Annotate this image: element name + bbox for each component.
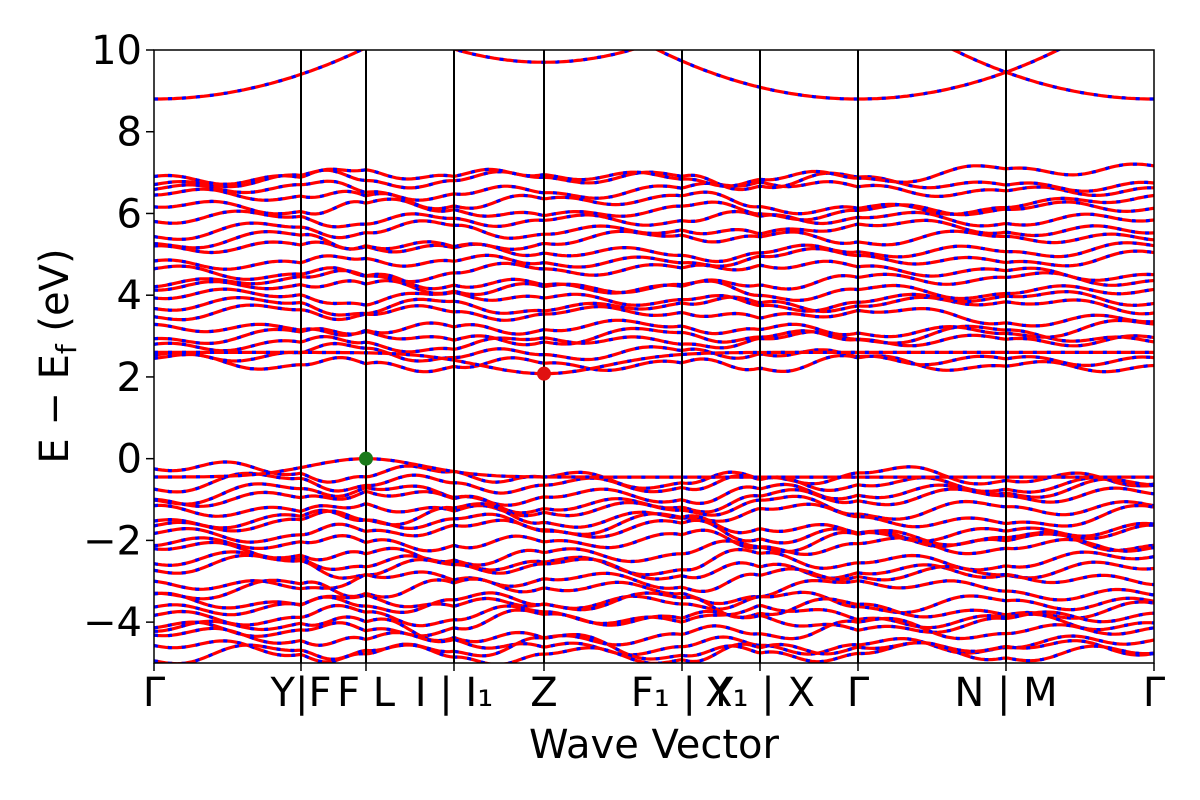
band-line-spin-down — [154, 295, 1154, 317]
y-axis-label-main: E − E — [32, 354, 78, 464]
y-tick-label: 4 — [117, 273, 142, 319]
band-line-spin-down — [154, 279, 1154, 303]
plot-frame — [153, 49, 1155, 664]
high-band-spin-up — [654, 50, 1062, 101]
band-line-spin-down — [154, 502, 1154, 530]
band-edge-markers — [359, 366, 551, 466]
high-band-spin-down — [950, 50, 1154, 101]
band-line-spin-down — [154, 564, 1154, 593]
band-line-spin-down — [154, 341, 1154, 367]
band-line-spin-down — [154, 471, 1154, 495]
band-line-spin-down — [154, 486, 1154, 515]
band-lines — [154, 50, 1154, 663]
band-line-spin-down — [154, 494, 1154, 521]
band-line-spin-down — [154, 641, 1154, 663]
high-symmetry-lines — [300, 50, 1007, 663]
x-axis-label: Wave Vector — [529, 722, 780, 768]
band-line-spin-down — [154, 615, 1154, 647]
band-line-spin-down — [154, 240, 1154, 264]
y-tick-label: −2 — [83, 518, 142, 564]
x-tick-label: Y|F — [270, 670, 332, 716]
y-axis-ticks: −4 −2 0 2 4 6 8 10 — [83, 28, 154, 646]
band-line-spin-down — [154, 547, 1154, 577]
band-line-spin-down — [154, 162, 1154, 188]
x-tick-label: F L — [337, 670, 396, 716]
band-line-spin-down — [154, 247, 1154, 271]
x-tick-label: X₁ | X — [705, 670, 815, 716]
band-line-spin-down — [154, 509, 1154, 543]
band-line-spin-down — [154, 603, 1154, 632]
band-line-spin-down — [154, 268, 1154, 295]
y-tick-label: 8 — [117, 110, 142, 156]
y-tick-label: 0 — [117, 437, 142, 483]
x-tick-label: I | I₁ — [415, 670, 494, 716]
vbm-band-spin-up — [154, 457, 1154, 479]
y-axis-label-unit: (eV) — [32, 248, 78, 344]
band-line-spin-down — [154, 591, 1154, 620]
y-tick-label: 10 — [91, 28, 142, 74]
cbm-marker — [537, 366, 551, 381]
band-line-spin-up — [154, 553, 1154, 581]
band-line-spin-up — [154, 295, 1154, 317]
band-line-spin-down — [154, 259, 1154, 284]
band-line-spin-down — [154, 528, 1154, 554]
y-tick-label: 6 — [117, 191, 142, 237]
band-line-spin-down — [154, 633, 1154, 663]
band-line-spin-down — [154, 352, 1154, 374]
band-line-spin-down — [154, 179, 1154, 202]
high-band-spin-down — [154, 50, 365, 101]
band-line-spin-down — [154, 608, 1154, 638]
band-line-spin-down — [154, 197, 1154, 222]
y-tick-label: −4 — [83, 600, 142, 646]
band-line-spin-down — [154, 330, 1154, 354]
y-tick-label: 2 — [117, 355, 142, 401]
band-line-spin-down — [154, 209, 1154, 229]
x-axis-ticks: Γ Y|F F L I | I₁ Z F₁ | YX₁ | X Γ N | M Γ — [143, 663, 1166, 716]
x-tick-label: Z — [530, 670, 557, 716]
y-axis-label: E − Ef (eV) — [32, 248, 83, 463]
band-line-spin-down — [154, 218, 1154, 241]
band-line-spin-down — [154, 536, 1154, 567]
x-tick-label: Γ — [847, 670, 870, 716]
band-line-spin-down — [154, 318, 1154, 339]
vbm-marker — [359, 451, 373, 466]
x-tick-label: Γ — [1143, 670, 1166, 716]
band-line-spin-down — [154, 626, 1154, 657]
band-line-spin-down — [154, 187, 1154, 216]
high-band-spin-up — [451, 50, 637, 64]
band-line-spin-down — [154, 287, 1154, 313]
x-tick-label: F₁ | Y — [631, 670, 734, 716]
cbm-band-spin-up — [154, 350, 1154, 376]
band-line-spin-down — [154, 460, 1154, 490]
x-tick-label: N | M — [954, 670, 1057, 716]
band-line-spin-down — [154, 577, 1154, 606]
high-band-spin-down — [451, 50, 637, 64]
x-tick-label: Γ — [143, 670, 166, 716]
y-axis-label-sub: f — [50, 343, 83, 354]
band-line-spin-down — [154, 229, 1154, 251]
band-line-spin-down — [154, 303, 1154, 328]
